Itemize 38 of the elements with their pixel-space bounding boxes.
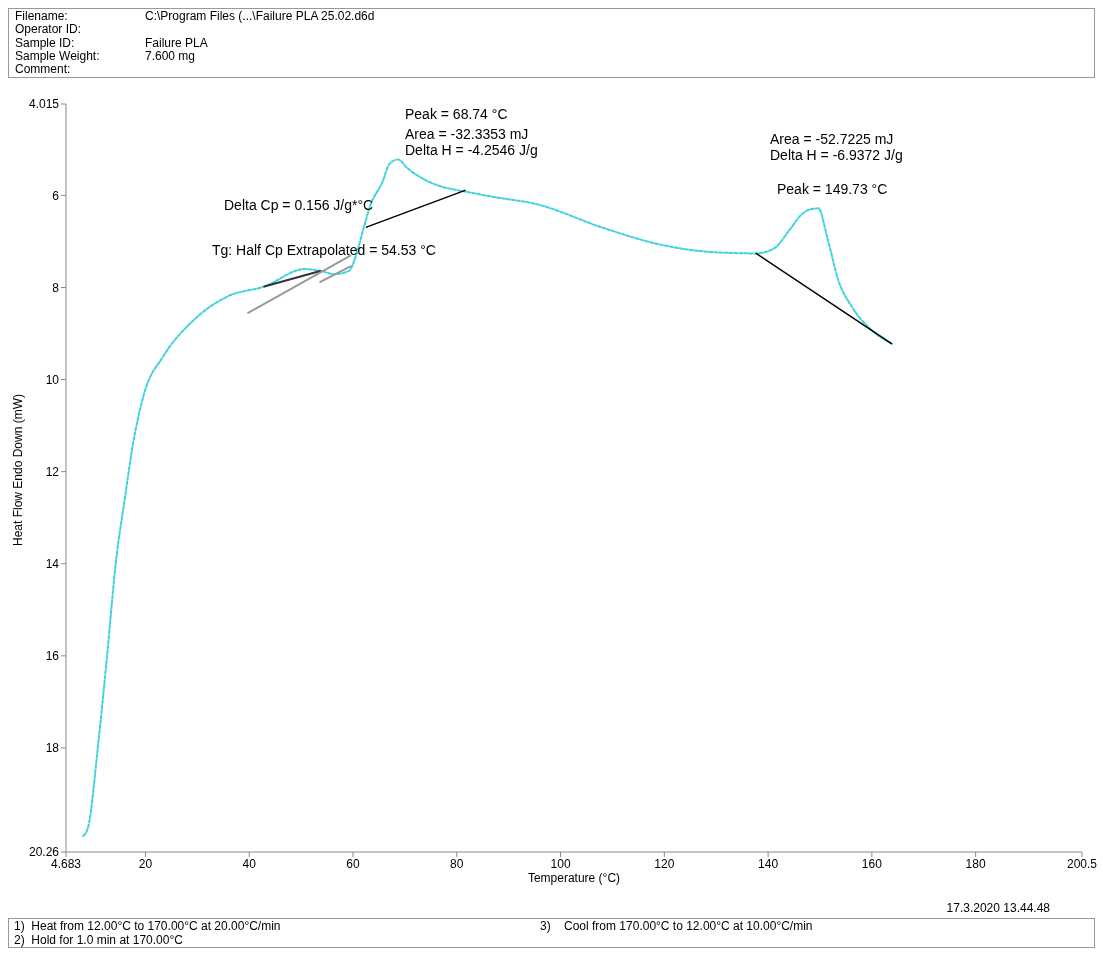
text: Operator ID: <box>15 22 82 37</box>
text: 17.3.2020 13.44.48 <box>946 901 1050 916</box>
y-tick-label: 12 <box>45 464 60 479</box>
annotation: Peak = 68.74 °C <box>405 106 508 123</box>
y-tick-label: 14 <box>45 557 60 572</box>
x-tick-label: 80 <box>450 856 464 871</box>
y-tick-label: 6 <box>52 188 60 203</box>
annotation: Area = -52.7225 mJ <box>770 131 894 148</box>
annotation: Delta H = -4.2546 J/g <box>405 142 538 159</box>
x-tick-label: 200.5 <box>1066 856 1098 871</box>
x-tick-label: 100 <box>550 856 571 871</box>
annotation: Delta H = -6.9372 J/g <box>770 147 903 164</box>
y-tick-label: 10 <box>45 372 60 387</box>
text: Failure PLA <box>145 36 208 51</box>
annotation: Area = -32.3353 mJ <box>405 126 529 143</box>
text: 1) Heat from 12.00°C to 170.00°C at 20.00°C/min <box>14 919 281 934</box>
y-tick-label: 4.015 <box>28 97 60 112</box>
x-tick-label: 180 <box>965 856 986 871</box>
annotation: Peak = 149.73 °C <box>777 181 888 198</box>
x-axis-title: Temperature (°C) <box>527 871 621 885</box>
x-tick-label: 140 <box>758 856 779 871</box>
text: 2) Hold for 1.0 min at 170.00°C <box>14 933 183 948</box>
text: Sample ID: <box>15 36 75 51</box>
y-axis-title: Heat Flow Endo Down (mW) <box>11 393 25 547</box>
text: 3) Cool from 170.00°C to 12.00°C at 10.00°C/min <box>540 919 813 934</box>
y-tick-label: 16 <box>45 649 60 664</box>
x-tick-label: 160 <box>861 856 883 871</box>
y-tick-label: 18 <box>45 741 60 756</box>
text: Filename: <box>15 9 68 24</box>
text: Sample Weight: <box>15 49 100 64</box>
y-tick-label: 8 <box>52 280 60 295</box>
x-tick-label: 40 <box>242 856 257 871</box>
x-tick-label: 20 <box>138 856 153 871</box>
text: C:\Program Files (...\Failure PLA 25.02.d6d <box>145 9 375 24</box>
text: 7.600 mg <box>145 49 196 64</box>
text: Comment: <box>15 62 71 77</box>
x-tick-label: 60 <box>346 856 361 871</box>
x-tick-label: 120 <box>654 856 675 871</box>
